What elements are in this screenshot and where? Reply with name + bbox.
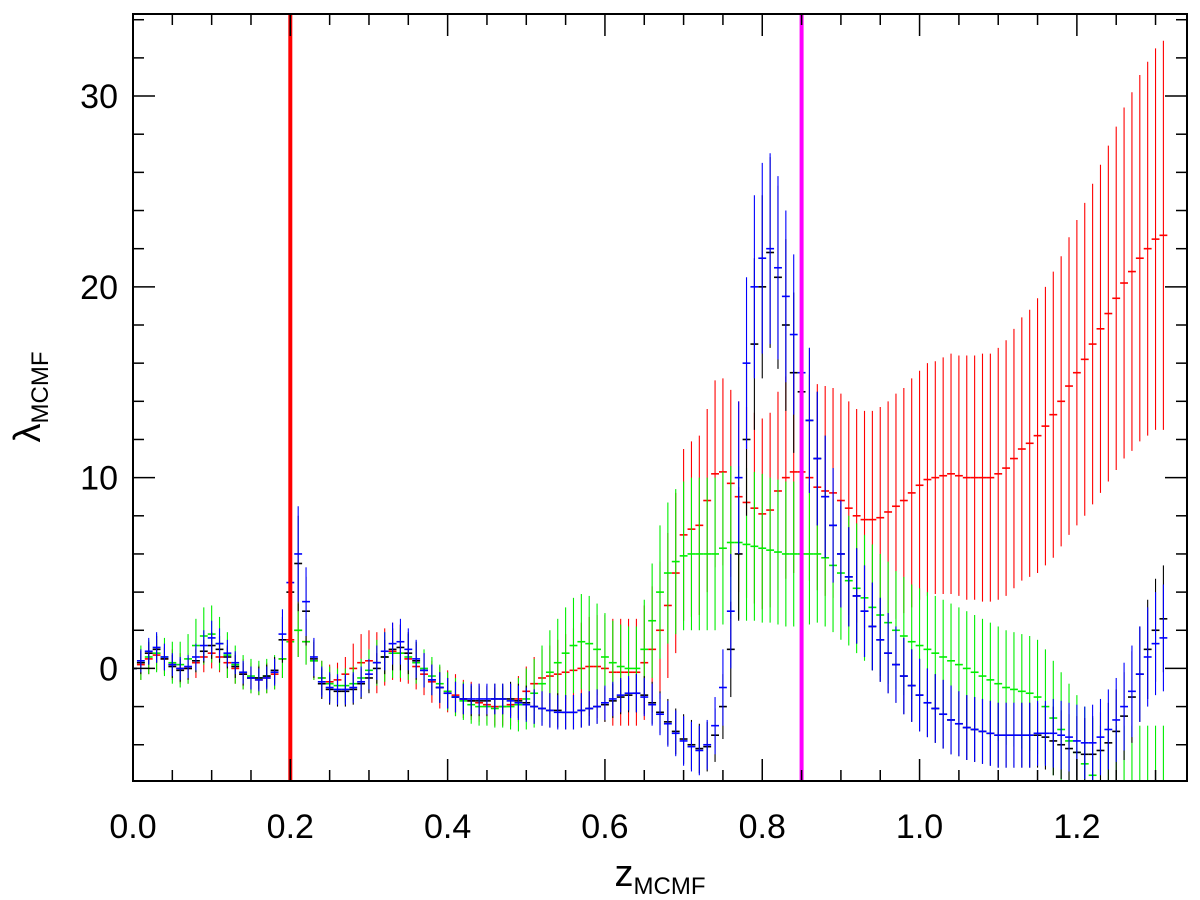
y-axis-title: λMCMF [7, 352, 54, 443]
y-tick-label: 10 [80, 460, 118, 498]
axis-ticks [132, 14, 1187, 781]
plot-frame [132, 13, 1188, 782]
x-tick-label: 0.0 [109, 808, 156, 846]
reference-lines [288, 14, 804, 781]
y-tick-label: 0 [99, 650, 118, 688]
x-tick-label: 0.2 [267, 808, 314, 846]
x-axis-title: zMCMF [615, 853, 706, 900]
tick-labels: 0.0 0.2 0.4 0.6 0.8 1.0 1.2 0 10 20 30 [80, 78, 1100, 846]
x-tick-label: 0.4 [424, 808, 471, 846]
y-axis-title-main: λ [7, 423, 49, 442]
y-axis-title-sub: MCMF [27, 352, 54, 424]
x-tick-label: 0.6 [581, 808, 628, 846]
x-axis-title-sub: MCMF [634, 873, 706, 900]
y-tick-label: 20 [80, 269, 118, 307]
x-tick-label: 1.0 [896, 808, 943, 846]
x-axis-title-main: z [615, 853, 634, 895]
series-layer [133, 40, 1168, 781]
x-tick-label: 1.2 [1053, 808, 1100, 846]
y-tick-label: 30 [80, 78, 118, 116]
x-tick-label: 0.8 [739, 808, 786, 846]
